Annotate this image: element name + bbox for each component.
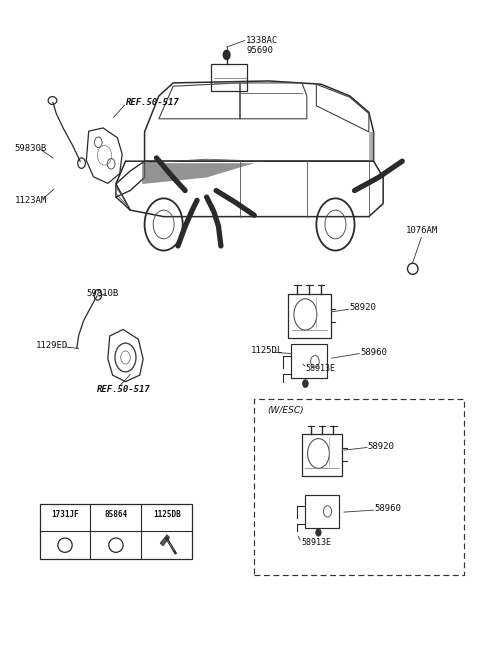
Text: 58913E: 58913E — [306, 364, 336, 373]
Bar — [211, 64, 247, 92]
Text: 59830B: 59830B — [15, 143, 47, 153]
Text: REF.50-517: REF.50-517 — [97, 385, 151, 394]
Polygon shape — [142, 163, 254, 184]
Text: (W/ESC): (W/ESC) — [268, 405, 304, 415]
Text: 58920: 58920 — [368, 441, 395, 451]
Circle shape — [302, 380, 308, 388]
Text: 85864: 85864 — [104, 510, 128, 519]
Text: 58960: 58960 — [360, 348, 387, 357]
Text: 1123AM: 1123AM — [15, 196, 47, 205]
Bar — [291, 345, 327, 379]
Circle shape — [223, 50, 230, 60]
Text: 58913E: 58913E — [301, 538, 331, 547]
Text: 58920: 58920 — [350, 303, 377, 312]
Text: 1338AC: 1338AC — [246, 36, 278, 45]
Text: 1731JF: 1731JF — [51, 510, 79, 519]
Polygon shape — [160, 534, 170, 546]
Text: 95690: 95690 — [246, 46, 273, 55]
Text: 1076AM: 1076AM — [406, 227, 438, 235]
Polygon shape — [369, 132, 373, 161]
Text: 59810B: 59810B — [86, 289, 119, 298]
Bar — [288, 293, 331, 338]
Text: 1125DB: 1125DB — [153, 510, 180, 519]
Text: REF.50-517: REF.50-517 — [126, 98, 180, 107]
Bar — [305, 495, 339, 527]
Text: 58960: 58960 — [374, 504, 401, 514]
Text: 1129ED: 1129ED — [36, 341, 68, 350]
Text: 1125DL: 1125DL — [251, 346, 283, 355]
Circle shape — [316, 529, 321, 536]
Bar — [39, 504, 192, 559]
Bar — [302, 434, 343, 476]
